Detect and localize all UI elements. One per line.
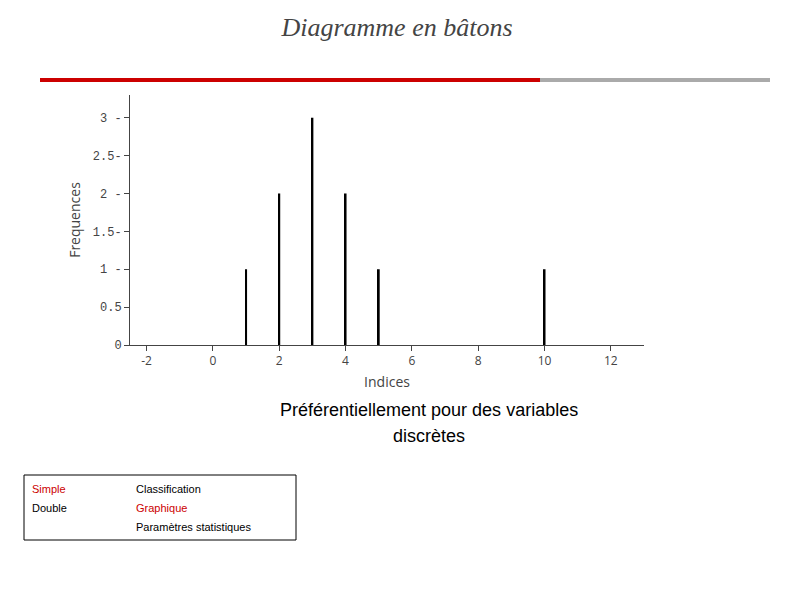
svg-text:Diagramme en bâtons: Diagramme en bâtons xyxy=(280,13,512,42)
svg-text:Préférentiellement pour des va: Préférentiellement pour des variables xyxy=(280,400,578,420)
svg-text:1 -: 1 - xyxy=(100,263,122,277)
svg-text:2: 2 xyxy=(276,352,283,369)
svg-text:Double: Double xyxy=(32,502,67,514)
svg-text:4: 4 xyxy=(342,352,349,369)
svg-text:12: 12 xyxy=(604,352,618,369)
svg-text:2.5-: 2.5- xyxy=(93,150,122,164)
svg-text:10: 10 xyxy=(538,352,552,369)
svg-text:0: 0 xyxy=(114,339,121,353)
svg-text:Paramètres statistiques: Paramètres statistiques xyxy=(136,521,251,533)
svg-text:2 -: 2 - xyxy=(100,188,122,202)
svg-text:Graphique: Graphique xyxy=(136,502,187,514)
svg-text:0: 0 xyxy=(209,352,216,369)
svg-text:1.5-: 1.5- xyxy=(93,226,122,240)
svg-text:3 -: 3 - xyxy=(100,112,122,126)
svg-text:6: 6 xyxy=(408,352,415,369)
svg-text:-2: -2 xyxy=(141,352,152,369)
svg-text:0.5: 0.5 xyxy=(100,301,122,315)
svg-text:discrètes: discrètes xyxy=(393,426,465,446)
svg-text:8: 8 xyxy=(475,352,482,369)
svg-text:Indices: Indices xyxy=(364,372,410,391)
svg-text:Frequences: Frequences xyxy=(65,182,84,258)
svg-text:Classification: Classification xyxy=(136,483,201,495)
svg-text:Simple: Simple xyxy=(32,483,66,495)
